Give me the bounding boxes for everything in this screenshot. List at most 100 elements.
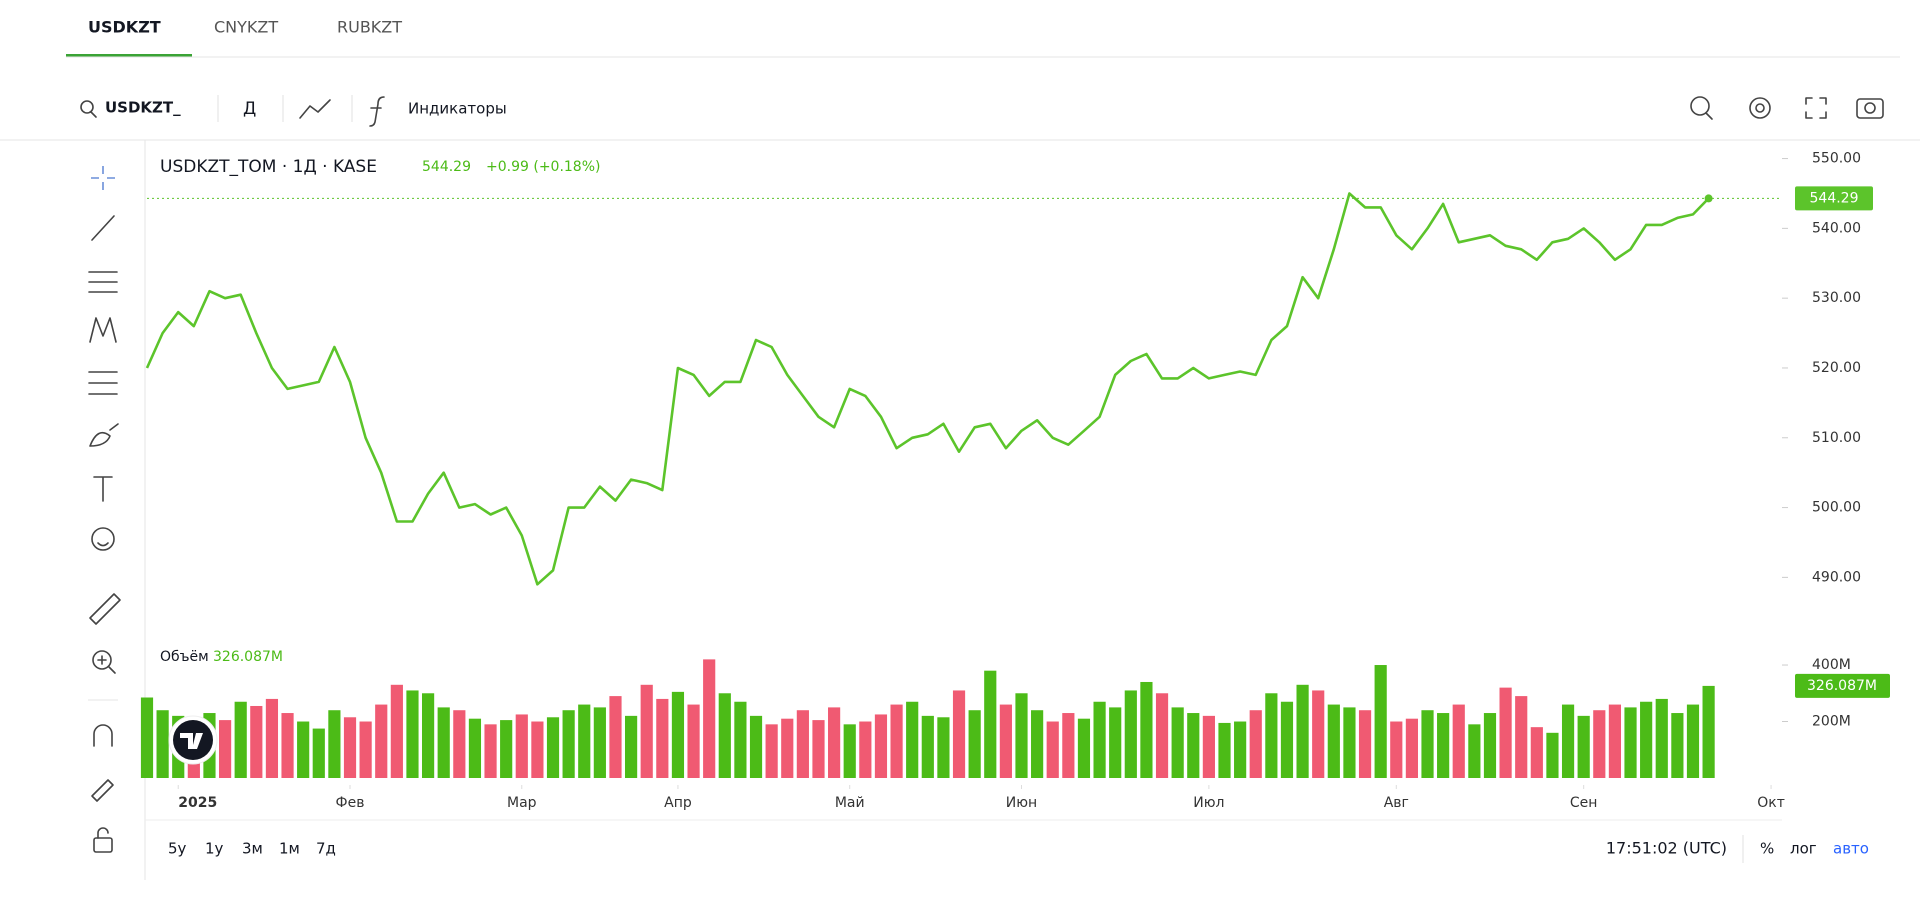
tab[interactable]: CNYKZT (214, 18, 278, 37)
volume-bar (1561, 704, 1575, 778)
x-tick-label: Авг (1384, 795, 1409, 811)
volume-bar (749, 715, 763, 778)
chart-type-button[interactable] (299, 99, 331, 119)
volume-bar (968, 710, 981, 778)
volume-bar (796, 710, 809, 778)
emoji-tool[interactable] (91, 527, 115, 551)
volume-bar (1530, 727, 1543, 778)
volume-bar (1655, 698, 1668, 778)
symbol-search[interactable]: USDKZT_ (105, 99, 181, 117)
volume-bar (1109, 707, 1122, 778)
volume-bar (1515, 696, 1528, 778)
fib-tool[interactable] (88, 271, 118, 293)
zoom-tool[interactable] (92, 650, 112, 670)
volume-bar (421, 693, 435, 778)
volume-bar (1093, 701, 1106, 778)
volume-bar (1421, 710, 1434, 778)
volume-title: Объём (160, 649, 209, 665)
volume-bar (1124, 690, 1137, 778)
lock-drawing-tool[interactable] (91, 779, 114, 802)
volume-bar (546, 717, 560, 778)
fullscreen-icon[interactable] (1805, 97, 1827, 119)
volume-bar (1686, 704, 1700, 778)
scale-option[interactable]: лог (1790, 840, 1817, 858)
volume-bar (1405, 718, 1418, 778)
y-tick-label: 540.00 (1812, 220, 1861, 236)
y-tick-label: 200M (1812, 714, 1851, 730)
volume-bar (1671, 713, 1684, 778)
lock-tool[interactable] (93, 837, 113, 853)
settings-icon (1755, 103, 1765, 113)
volume-bar (906, 701, 919, 778)
range-button[interactable]: 1м (279, 840, 300, 858)
volume-bar (1155, 693, 1169, 778)
volume-bar (562, 710, 575, 778)
replay-icon (1705, 112, 1713, 120)
volume-bar (656, 698, 669, 778)
scale-option[interactable]: авто (1833, 840, 1869, 858)
range-button[interactable]: 7д (316, 840, 336, 858)
volume-bar (1249, 710, 1262, 778)
pattern-tool[interactable] (89, 317, 117, 343)
price-change: +0.99 (+0.18%) (486, 159, 600, 175)
magnet-tool[interactable] (93, 724, 113, 747)
volume-bar (1202, 715, 1215, 778)
emoji-tool (97, 542, 109, 547)
volume-bar (328, 710, 341, 778)
range-button[interactable]: 5у (168, 840, 187, 858)
volume-bar (468, 718, 482, 778)
brush-tool[interactable] (89, 423, 119, 447)
settings-icon[interactable] (1749, 97, 1771, 119)
volume-bar (140, 697, 154, 778)
volume-bar (406, 690, 419, 778)
volume-bar (609, 696, 622, 778)
crosshair-tool[interactable] (91, 166, 115, 190)
volume-last: 326.087M (213, 649, 283, 665)
fx-icon (369, 96, 385, 127)
tab[interactable]: RUBKZT (337, 18, 402, 37)
volume-bar (578, 704, 591, 778)
interval-button[interactable]: Д (243, 99, 256, 119)
range-button[interactable]: 1у (205, 840, 224, 858)
volume-bar (312, 728, 325, 778)
volume-bar (156, 710, 169, 778)
ruler-tool[interactable] (89, 593, 121, 625)
volume-bar (812, 720, 825, 778)
tab-active[interactable]: USDKZT (88, 18, 161, 37)
volume-bar (234, 701, 247, 778)
search-icon (90, 111, 97, 118)
volume-badge (1795, 673, 1890, 698)
indicators-button[interactable]: Индикаторы (408, 100, 507, 118)
y-tick-label: 520.00 (1812, 360, 1861, 376)
text-tool[interactable] (93, 476, 113, 502)
x-tick-label: Июл (1193, 795, 1224, 811)
volume-bar (484, 724, 497, 778)
volume-bar (1296, 684, 1309, 778)
last-price: 544.29 (422, 159, 471, 175)
y-tick-label: 400M (1812, 657, 1851, 673)
trend-line-tool[interactable] (91, 215, 115, 241)
volume-bar (625, 715, 638, 778)
x-tick-label: Окт (1757, 795, 1785, 811)
replay-icon[interactable] (1690, 96, 1710, 116)
prediction-tool[interactable] (88, 371, 118, 395)
volume-bar (1343, 707, 1356, 778)
volume-bar (515, 714, 528, 778)
chart-title: USDKZT_TOM · 1Д · KASE (160, 157, 377, 177)
volume-bar (1390, 721, 1403, 778)
scale-option[interactable]: % (1760, 840, 1774, 858)
volume-bar (640, 684, 653, 778)
clock: 17:51:02 (UTC) (1606, 839, 1727, 858)
volume-bar (781, 718, 794, 778)
lock-tool (97, 827, 109, 839)
volume-bar (1218, 722, 1231, 778)
volume-bar (1312, 690, 1325, 778)
price-badge (1795, 186, 1873, 211)
volume-bar (1234, 721, 1247, 778)
bottom-bar: 5у 1у 3м 1м 7д 17:51:02 (UTC)% лог авто (168, 835, 1869, 863)
screenshot-icon[interactable] (1856, 98, 1884, 119)
top-icons (1690, 96, 1884, 120)
volume-bar (1624, 707, 1637, 778)
price-line (145, 192, 1710, 586)
range-button[interactable]: 3м (242, 840, 263, 858)
